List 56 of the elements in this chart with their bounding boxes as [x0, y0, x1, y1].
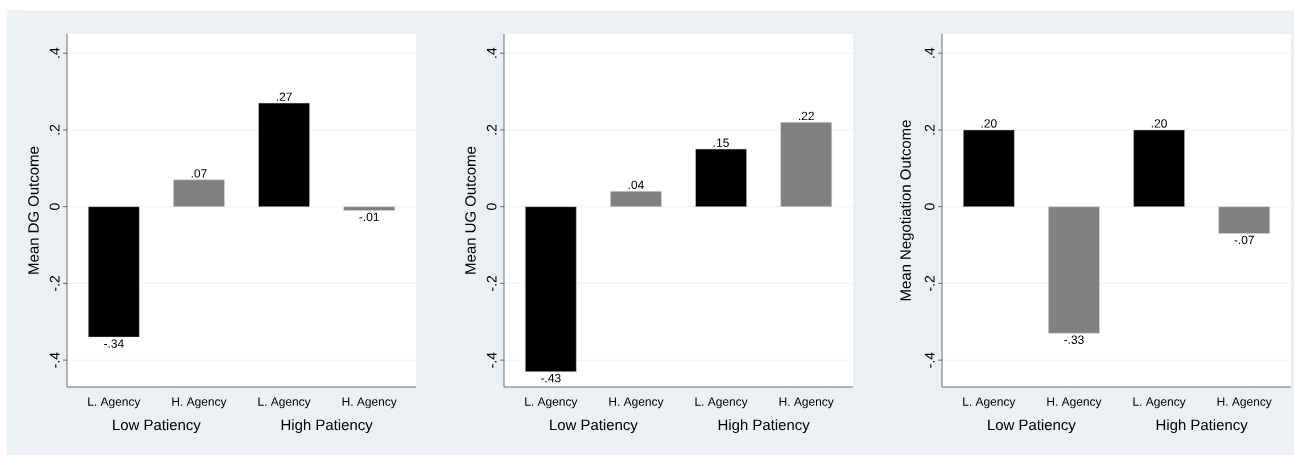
bar — [343, 206, 395, 211]
data-label: .22 — [798, 111, 814, 121]
data-label: -.07 — [1234, 235, 1254, 245]
y-tick-label: -.4 — [924, 352, 935, 368]
data-label: .07 — [191, 169, 207, 178]
x-tick-label: L. Agency — [695, 397, 748, 409]
bar — [88, 206, 140, 338]
bar — [525, 206, 577, 372]
text: Low Patiency — [550, 419, 638, 434]
y-tick-label: 0 — [486, 203, 497, 210]
y-tick-label: .4 — [49, 47, 60, 58]
y-tick-label: -.2 — [486, 275, 497, 291]
x-tick-label: H. Agency — [779, 397, 834, 409]
text: High Patiency — [1156, 419, 1248, 434]
text: Low Patiency — [113, 419, 201, 434]
y-axis-title: Mean UG Outcome — [465, 146, 476, 274]
data-label: .27 — [276, 92, 292, 101]
text: Low Patiency — [988, 419, 1076, 434]
y-tick-label: -.2 — [49, 275, 60, 291]
y-tick-label: 0 — [49, 203, 60, 210]
data-label: .20 — [981, 119, 997, 128]
y-tick-label: .2 — [924, 124, 935, 135]
x-tick-label: H. Agency — [1047, 397, 1102, 409]
data-label: -.01 — [359, 212, 379, 222]
data-label: -.34 — [104, 339, 124, 348]
y-tick-label: -.4 — [486, 352, 497, 368]
x-tick-label: H. Agency — [609, 397, 664, 409]
y-tick-label: 0 — [924, 203, 935, 210]
x-tick-label: L. Agency — [525, 397, 578, 409]
bar — [173, 179, 225, 207]
text: High Patiency — [718, 419, 810, 434]
text: High Patiency — [281, 419, 373, 434]
x-tick-label: L. Agency — [258, 397, 311, 409]
data-label: -.33 — [1064, 335, 1084, 344]
bar — [780, 122, 832, 207]
x-tick-label: H. Agency — [1217, 397, 1272, 409]
data-label: .04 — [628, 180, 644, 190]
y-tick-label: .2 — [486, 124, 497, 135]
y-axis-title: Mean Negotiation Outcome — [899, 120, 914, 301]
x-tick-label: H. Agency — [342, 397, 397, 409]
bar — [695, 148, 747, 207]
y-tick-label: -.4 — [49, 352, 60, 368]
x-tick-label: H. Agency — [172, 397, 227, 409]
y-tick-label: .4 — [924, 47, 935, 58]
data-label: -.43 — [541, 373, 561, 383]
x-tick-label: L. Agency — [88, 397, 141, 409]
data-label: .20 — [1151, 119, 1167, 128]
bar — [610, 191, 662, 207]
y-tick-label: -.2 — [924, 275, 935, 291]
data-label: .15 — [713, 138, 729, 147]
y-tick-label: .4 — [486, 47, 497, 58]
y-tick-label: .2 — [49, 124, 60, 135]
y-axis-title: Mean DG Outcome — [28, 146, 39, 274]
x-tick-label: L. Agency — [1133, 397, 1186, 409]
bar — [258, 102, 310, 207]
x-tick-label: L. Agency — [963, 397, 1016, 409]
